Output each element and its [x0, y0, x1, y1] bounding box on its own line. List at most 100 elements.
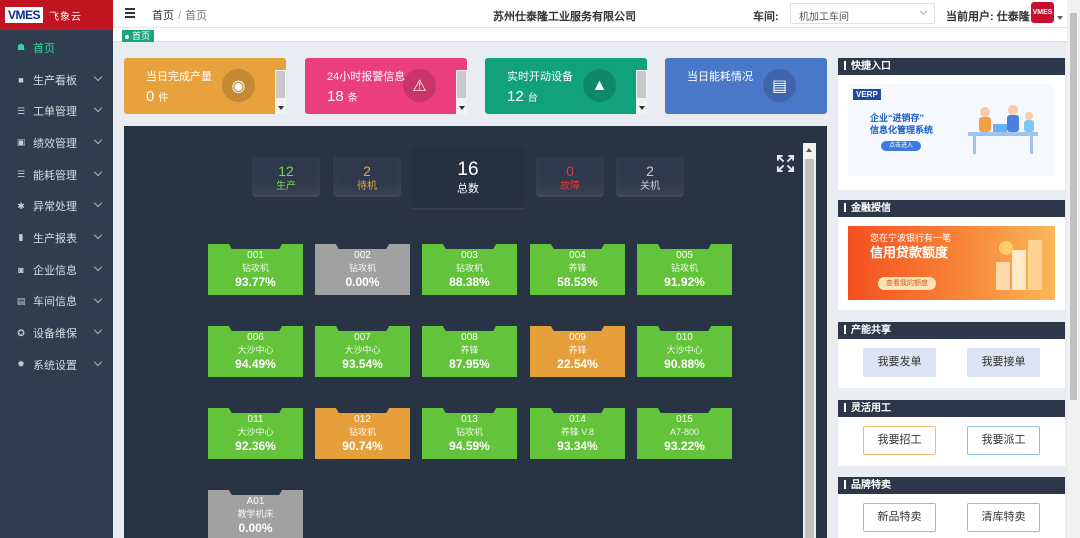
machine-tile[interactable]: 005 钻攻机 91.92% — [637, 244, 732, 295]
chevron-down-icon — [93, 104, 103, 113]
logo[interactable]: VMES 飞象云 — [0, 0, 113, 30]
workshop-select[interactable]: 机加工车间 — [790, 3, 935, 24]
breadcrumb-separator: / — [178, 10, 182, 22]
stat-card-title: 当日完成产量 — [146, 71, 212, 83]
clearance-sale-button[interactable]: 清库特卖 — [967, 503, 1040, 532]
machine-tile[interactable]: 004 养锋 58.53% — [530, 244, 625, 295]
summary-running[interactable]: 12 生产 — [252, 157, 320, 197]
machine-tile[interactable]: 003 钻攻机 88.38% — [422, 244, 517, 295]
machine-name: 钻攻机 — [455, 263, 483, 273]
sidebar-item-label: 系统设置 — [33, 359, 77, 372]
page-scrollbar-thumb[interactable] — [1070, 13, 1077, 400]
machine-code: 007 — [354, 332, 371, 343]
machine-tile[interactable]: 009 养锋 22.54% — [530, 326, 625, 377]
machine-tile[interactable]: 014 养锋 V.8 93.34% — [530, 408, 625, 459]
stat-card[interactable]: 实时开动设备 12 台 ▲ — [485, 58, 647, 114]
stat-card-number: 12 — [507, 88, 524, 105]
card-scrollbar-thumb[interactable] — [457, 71, 466, 98]
stat-card-unit: 台 — [527, 93, 538, 104]
card-scrollbar-thumb[interactable] — [276, 71, 285, 98]
summary-off[interactable]: 2 关机 — [616, 157, 684, 197]
recruit-button[interactable]: 我要招工 — [863, 426, 936, 455]
machine-tile[interactable]: 001 钻攻机 93.77% — [208, 244, 303, 295]
machine-tile[interactable]: 012 钻攻机 90.74% — [315, 408, 410, 459]
machine-tile[interactable]: 008 养锋 87.95% — [422, 326, 517, 377]
sidebar-item-6[interactable]: ▮ 生产报表 — [0, 222, 113, 254]
card-scrollbar[interactable] — [456, 70, 467, 114]
verp-enter-button[interactable]: 点击进入 — [881, 141, 921, 151]
tab-home[interactable]: 首页 — [122, 30, 155, 42]
machine-utilization: 88.38% — [449, 275, 490, 289]
capacity-title: 产能共享 — [838, 322, 1065, 339]
machine-code: 006 — [247, 332, 264, 343]
card-scrollbar[interactable] — [275, 70, 286, 114]
caret-down-icon[interactable] — [1057, 16, 1063, 20]
sidebar-item-5[interactable]: ✱ 异常处理 — [0, 190, 113, 222]
office-illustration — [968, 105, 1038, 154]
credit-banner[interactable]: 您在宁波银行有一笔 信用贷款额度 查看我的额度 — [848, 226, 1055, 300]
avatar[interactable]: VMES — [1031, 2, 1054, 23]
machine-code: 015 — [676, 414, 693, 425]
sidebar-item-10[interactable]: ✹ 系统设置 — [0, 349, 113, 381]
list-icon: ☰ — [16, 169, 26, 180]
verp-brand: VERP — [853, 89, 881, 100]
machine-name: 大沙中心 — [237, 345, 274, 355]
dispatch-button[interactable]: 我要派工 — [967, 426, 1040, 455]
summary-waiting-value: 2 — [363, 163, 371, 179]
scrollbar-thumb[interactable] — [805, 159, 814, 538]
machine-tile[interactable]: 007 大沙中心 93.54% — [315, 326, 410, 377]
page-scrollbar[interactable] — [1067, 0, 1080, 538]
machine-name: 大沙中心 — [666, 345, 703, 355]
scroll-down-icon[interactable] — [278, 106, 284, 110]
machine-tile[interactable]: 015 A7-800 93.22% — [637, 408, 732, 459]
stat-card[interactable]: 当日完成产量 0 件 ◉ — [124, 58, 286, 114]
stat-card-value: 12 台 — [507, 88, 538, 105]
machine-utilization: 93.77% — [235, 275, 276, 289]
summary-running-label: 生产 — [276, 181, 296, 192]
summary-waiting[interactable]: 2 待机 — [333, 157, 401, 197]
sidebar-item-3[interactable]: ▣ 绩效管理 — [0, 127, 113, 159]
card-scrollbar-thumb[interactable] — [637, 71, 646, 98]
machine-tile[interactable]: 010 大沙中心 90.88% — [637, 326, 732, 377]
card-scrollbar[interactable] — [636, 70, 647, 114]
tab-strip: 首页 — [113, 28, 1080, 42]
machine-tile[interactable]: A01 教学机床 0.00% — [208, 490, 303, 538]
sidebar-item-9[interactable]: ✪ 设备维保 — [0, 317, 113, 349]
copy-icon: ▣ — [16, 137, 26, 148]
publish-order-button[interactable]: 我要发单 — [863, 348, 936, 377]
summary-total[interactable]: 16 总数 — [411, 147, 525, 210]
stat-card[interactable]: 当日能耗情况 ▤ — [665, 58, 827, 114]
machine-tile[interactable]: 013 钻攻机 94.59% — [422, 408, 517, 459]
machine-code: 004 — [569, 250, 586, 261]
scroll-down-icon[interactable] — [639, 106, 645, 110]
sidebar-item-1[interactable]: ■ 生产看板 — [0, 64, 113, 96]
view-credit-button[interactable]: 查看我的额度 — [878, 277, 936, 290]
verp-banner[interactable]: VERP 企业“进销存” 信息化管理系统 点击进入 — [848, 84, 1053, 176]
scroll-down-icon[interactable] — [459, 106, 465, 110]
machine-tile[interactable]: 002 钻攻机 0.00% — [315, 244, 410, 295]
chevron-down-icon — [919, 7, 928, 16]
sidebar-item-2[interactable]: ☰ 工单管理 — [0, 95, 113, 127]
document-icon: ▤ — [763, 69, 796, 102]
sidebar-item-7[interactable]: ◙ 企业信息 — [0, 254, 113, 286]
dashboard-scrollbar[interactable] — [803, 143, 816, 538]
building-icon: ◙ — [18, 264, 24, 275]
new-product-sale-button[interactable]: 新品特卖 — [863, 503, 936, 532]
sidebar-item-label: 绩效管理 — [33, 137, 77, 150]
breadcrumb-home[interactable]: 首页 — [152, 10, 174, 22]
machine-tile[interactable]: 006 大沙中心 94.49% — [208, 326, 303, 377]
machine-utilization: 93.34% — [557, 439, 598, 453]
menu-toggle-icon[interactable] — [125, 8, 135, 18]
summary-fault[interactable]: 0 故障 — [536, 157, 604, 197]
sidebar-item-8[interactable]: ▤ 车间信息 — [0, 286, 113, 318]
sidebar-item-4[interactable]: ☰ 能耗管理 — [0, 159, 113, 191]
machine-name: 钻攻机 — [670, 263, 698, 273]
fullscreen-icon[interactable] — [776, 154, 795, 173]
machine-tile[interactable]: 011 大沙中心 92.36% — [208, 408, 303, 459]
accept-order-button[interactable]: 我要接单 — [967, 348, 1040, 377]
sidebar-item-0[interactable]: ☗ 首页 — [0, 32, 113, 64]
sidebar-item-label: 工单管理 — [33, 106, 77, 119]
machine-code: 011 — [247, 414, 264, 425]
scroll-up-icon[interactable] — [806, 148, 812, 152]
stat-card[interactable]: 24小时报警信息 18 条 ⚠ — [305, 58, 467, 114]
